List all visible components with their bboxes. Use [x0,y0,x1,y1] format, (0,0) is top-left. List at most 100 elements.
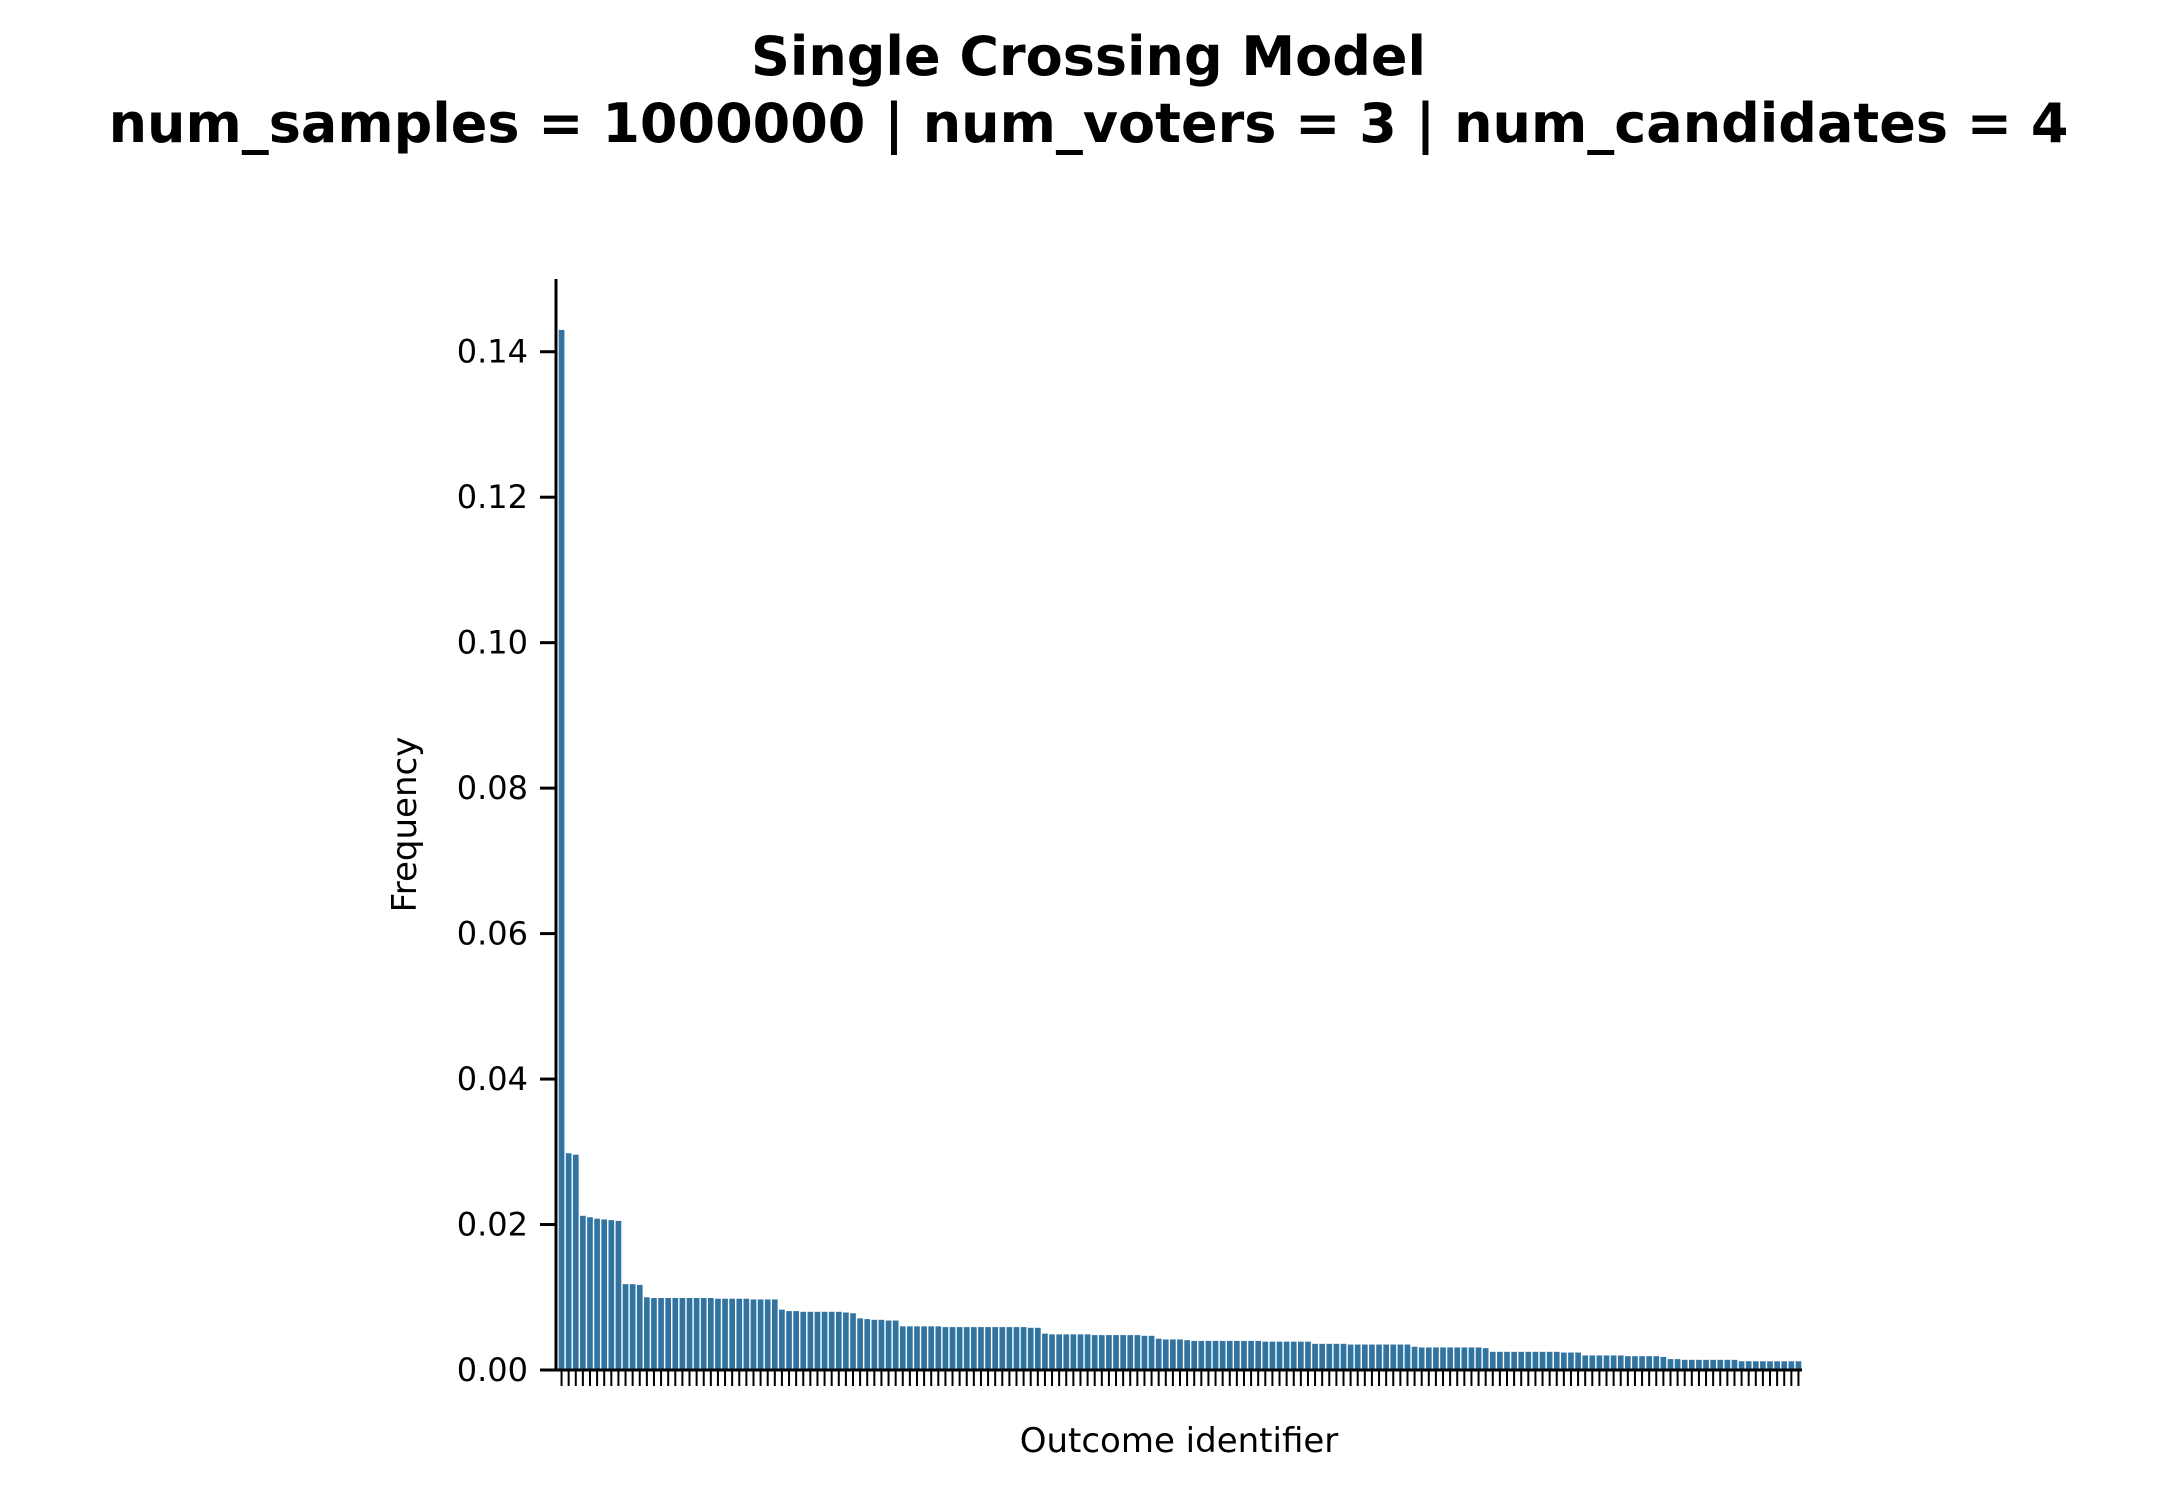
bar [1795,1361,1802,1370]
bar [1340,1343,1347,1370]
bar [907,1326,913,1370]
bar [1205,1340,1212,1370]
bar [686,1297,693,1370]
y-tick-label: 0.00 [457,1351,528,1389]
bar [1262,1341,1269,1370]
bar [1660,1356,1667,1370]
bar [1738,1361,1745,1370]
y-tick-label: 0.10 [457,624,528,662]
x-ticks [560,1370,1800,1386]
bar [779,1309,785,1370]
bar [1681,1359,1688,1370]
bar [963,1327,970,1370]
bar [1326,1343,1333,1370]
bar [1724,1359,1731,1370]
bar [715,1298,721,1370]
bar [814,1311,821,1370]
bar [892,1320,899,1370]
bar [1070,1334,1077,1370]
bar [1006,1327,1013,1370]
bar [1120,1335,1126,1370]
bar [729,1298,736,1370]
bar [1418,1347,1425,1370]
bar [1788,1361,1795,1370]
bar [1781,1361,1788,1370]
bar [1596,1355,1603,1370]
bar [644,1297,650,1370]
bar [1383,1344,1389,1370]
bar [992,1327,999,1370]
bar [1518,1351,1525,1370]
y-tick-label: 0.02 [457,1206,528,1244]
chart-title: Single Crossing Model [750,25,1427,88]
bar [1610,1355,1617,1370]
bar [942,1327,949,1370]
bar [821,1311,828,1370]
bar [1361,1344,1368,1370]
bar [1191,1340,1198,1370]
bar [850,1313,856,1370]
bar [1653,1356,1660,1370]
bar [764,1299,771,1370]
bar [949,1327,956,1370]
bar [1276,1341,1283,1370]
bar [1184,1340,1190,1370]
bar [1688,1359,1695,1370]
bar [1546,1351,1553,1370]
bar [885,1320,892,1370]
bar [1106,1335,1112,1370]
bar [864,1319,871,1370]
bar [1696,1359,1702,1370]
bar [1767,1361,1773,1370]
bar [928,1326,935,1370]
bar [679,1297,686,1370]
y-ticks: 0.00 0.02 0.04 0.06 0.08 0.10 0.12 0.14 [457,333,556,1389]
bar [1013,1327,1020,1370]
bar [1639,1356,1645,1370]
bar [1319,1343,1326,1370]
bar [1774,1361,1780,1370]
bar [1269,1341,1276,1370]
bar [1632,1356,1638,1370]
bar [1404,1344,1411,1370]
bar [1539,1351,1546,1370]
bar [1582,1355,1589,1370]
bar [1020,1327,1027,1370]
y-tick-label: 0.06 [457,915,528,953]
bar [1198,1340,1205,1370]
bar [1433,1347,1439,1370]
bar [1305,1341,1311,1370]
bar [1077,1334,1084,1370]
bar [807,1311,814,1370]
bar [1440,1347,1446,1370]
bar [971,1327,977,1370]
bar [636,1284,643,1370]
bar [1049,1334,1055,1370]
bar [1298,1341,1304,1370]
y-tick-label: 0.14 [457,333,528,371]
bar [1042,1333,1048,1370]
bar [672,1297,679,1370]
x-axis-label: Outcome identifier [1020,1421,1339,1461]
bar [1475,1347,1482,1370]
bar [1027,1327,1034,1370]
bar [1134,1335,1141,1370]
bar [700,1297,707,1370]
bar [1283,1341,1290,1370]
bar [1447,1347,1453,1370]
bar [1063,1334,1070,1370]
bar [835,1311,842,1370]
bar [651,1297,657,1370]
bar [1532,1351,1539,1370]
bar [1745,1361,1752,1370]
bar [1390,1344,1397,1370]
bar [935,1326,942,1370]
bar [921,1326,927,1370]
bar [1646,1356,1653,1370]
bar [828,1311,835,1370]
bar [1376,1344,1382,1370]
bar [1603,1355,1610,1370]
bar [985,1327,991,1370]
bar [1333,1343,1340,1370]
bar [1425,1347,1432,1370]
